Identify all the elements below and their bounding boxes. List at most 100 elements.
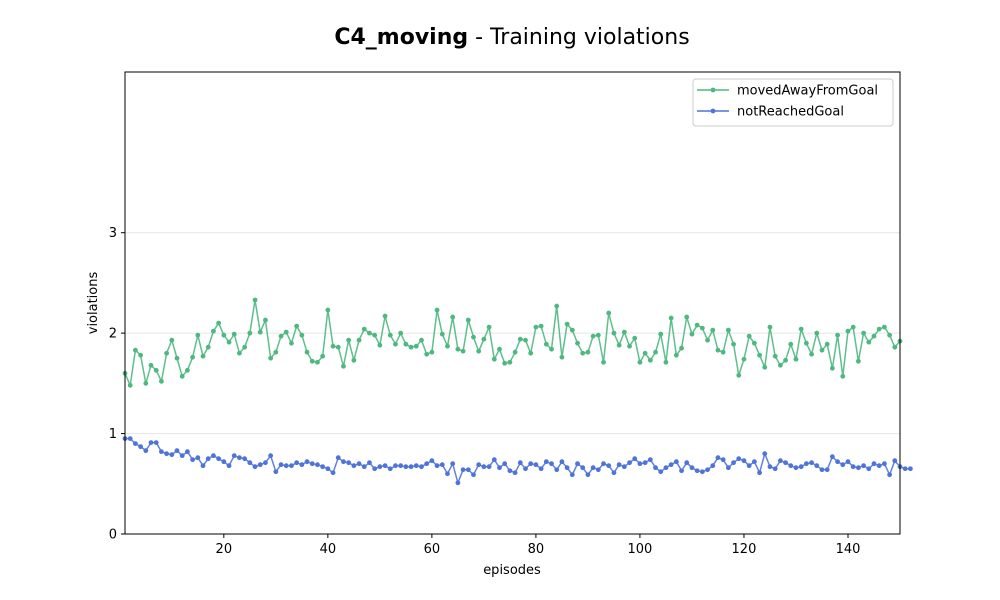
data-point — [403, 464, 409, 470]
data-point — [741, 458, 747, 464]
x-axis-ticks: 20 40 60 80 100 120 140 — [216, 534, 860, 557]
data-point — [481, 464, 487, 470]
data-point — [647, 357, 653, 363]
data-point — [590, 333, 596, 339]
data-point — [372, 332, 378, 338]
data-point — [450, 314, 456, 320]
data-point — [684, 314, 690, 320]
data-point — [569, 472, 575, 478]
data-point — [762, 451, 768, 457]
data-point — [138, 352, 144, 358]
data-point — [866, 339, 872, 345]
data-point — [372, 466, 378, 472]
data-point — [497, 346, 502, 352]
data-point — [278, 462, 284, 468]
data-point — [725, 465, 731, 471]
data-point — [200, 463, 206, 469]
data-point — [647, 457, 653, 463]
data-point — [419, 464, 424, 470]
data-point — [195, 332, 201, 338]
data-point — [673, 459, 679, 465]
data-point — [361, 464, 367, 470]
data-point — [445, 343, 450, 349]
data-point — [382, 463, 388, 469]
data-point — [627, 460, 632, 466]
data-point — [814, 330, 820, 336]
data-point — [788, 341, 794, 347]
data-point — [335, 344, 341, 350]
data-point — [268, 453, 274, 459]
data-point — [398, 463, 404, 469]
data-point — [273, 469, 279, 475]
data-point — [819, 467, 825, 473]
data-point — [247, 330, 253, 336]
data-point — [803, 340, 809, 346]
data-point — [632, 456, 638, 462]
data-point — [226, 463, 232, 469]
data-point — [871, 461, 877, 467]
data-point — [606, 310, 612, 316]
data-point — [731, 341, 736, 347]
data-point — [289, 463, 294, 469]
data-point — [216, 320, 222, 326]
data-point — [143, 380, 149, 386]
data-point — [367, 330, 372, 336]
data-point — [658, 469, 664, 475]
data-point — [325, 307, 331, 313]
data-point — [559, 459, 565, 465]
data-point — [200, 353, 206, 359]
data-point — [315, 462, 320, 468]
data-point — [341, 363, 346, 369]
data-point — [642, 350, 648, 356]
data-point — [242, 456, 248, 462]
data-point — [133, 441, 138, 447]
data-point — [382, 313, 388, 319]
grid-lines — [125, 232, 900, 535]
data-point — [809, 351, 814, 357]
data-point — [710, 463, 716, 469]
data-point — [653, 349, 658, 355]
data-point — [502, 461, 508, 467]
data-point — [757, 352, 762, 358]
data-point — [257, 462, 263, 468]
series-line — [124, 299, 901, 389]
data-point — [746, 463, 752, 469]
series-line — [125, 437, 911, 486]
data-point — [273, 349, 279, 355]
data-point — [882, 461, 887, 467]
data-point — [190, 354, 196, 360]
data-point — [460, 467, 466, 473]
data-point — [263, 317, 268, 323]
plot-area: 20 40 60 80 100 120 140 0 1 2 3 — [109, 71, 913, 557]
data-point — [538, 466, 544, 472]
legend-marker — [710, 108, 716, 114]
data-point — [159, 378, 164, 384]
data-point — [590, 465, 596, 471]
data-point — [850, 464, 856, 470]
data-point — [840, 462, 846, 468]
data-point — [216, 456, 222, 462]
plot-frame — [124, 71, 901, 535]
data-point — [356, 461, 362, 467]
data-point — [533, 324, 539, 330]
data-point — [751, 340, 757, 346]
data-point — [263, 460, 268, 466]
data-point — [705, 337, 710, 343]
data-point — [491, 457, 497, 463]
data-point — [720, 457, 726, 463]
data-point — [315, 359, 320, 365]
data-point — [835, 332, 840, 338]
x-tick-label: 80 — [528, 542, 545, 557]
data-point — [601, 359, 606, 365]
data-point — [564, 465, 570, 471]
data-point — [575, 340, 580, 346]
data-point — [653, 465, 658, 471]
data-point — [902, 466, 908, 472]
data-point — [663, 465, 669, 471]
data-point — [148, 362, 154, 368]
data-point — [882, 324, 887, 330]
series-notReachedGoal — [122, 436, 913, 486]
data-point — [829, 454, 835, 460]
data-point — [627, 343, 632, 349]
data-point — [148, 440, 154, 445]
